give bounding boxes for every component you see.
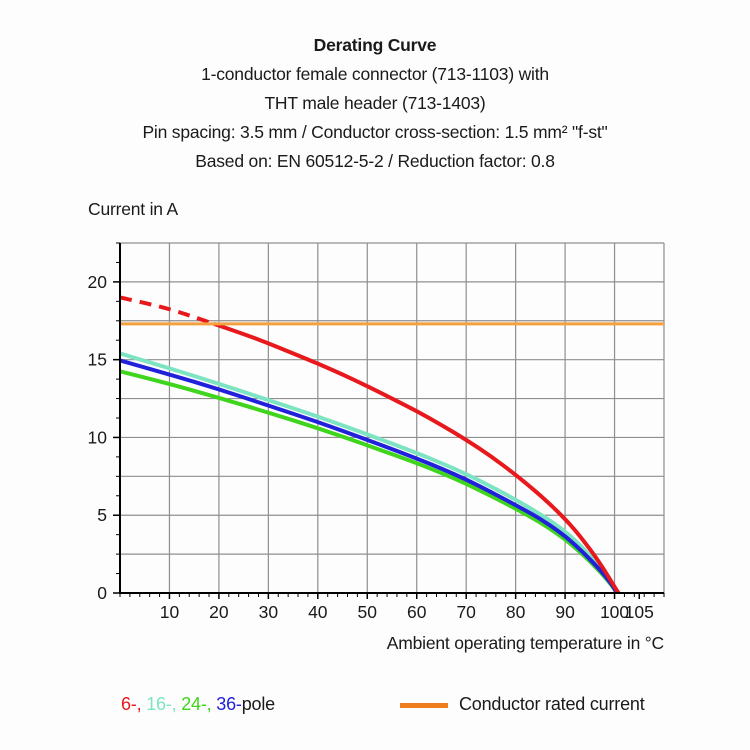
- x-tick-label: 100: [600, 602, 629, 622]
- x-tick-label: 90: [555, 602, 575, 622]
- x-tick-label: 30: [259, 602, 279, 622]
- x-tick-label: 10: [160, 602, 180, 622]
- y-tick-label: 15: [88, 350, 107, 370]
- rated-current-label: Conductor rated current: [459, 694, 645, 714]
- x-tick-label: 105: [625, 602, 654, 622]
- y-tick-label: 10: [88, 427, 108, 447]
- x-tick-label: 70: [456, 602, 476, 622]
- legend-pole-part: 24-,: [181, 694, 217, 714]
- legend-pole-part: 6-,: [121, 694, 147, 714]
- chart-title-block: Derating Curve 1-conductor female connec…: [0, 31, 750, 176]
- chart-subtitle-header: THT male header (713-1403): [264, 93, 486, 113]
- legend-row: 6-, 16-, 24-, 36-pole Conductor rated cu…: [0, 691, 750, 725]
- chart-subtitle-spec: Pin spacing: 3.5 mm / Conductor cross-se…: [142, 122, 608, 142]
- legend-pole-labels: 6-, 16-, 24-, 36-pole: [121, 694, 275, 715]
- x-tick-label: 20: [209, 602, 229, 622]
- x-tick-label: 60: [407, 602, 427, 622]
- y-tick-label: 5: [97, 505, 107, 525]
- y-tick-label: 0: [97, 583, 107, 603]
- chart-subtitle-connector: 1-conductor female connector (713-1103) …: [201, 64, 549, 84]
- legend-pole-part: pole: [241, 694, 275, 714]
- legend-pole-part: 16-,: [146, 694, 182, 714]
- series-16-pole: [119, 351, 619, 594]
- x-tick-label: 40: [308, 602, 328, 622]
- chart-subtitle-standard: Based on: EN 60512-5-2 / Reduction facto…: [195, 151, 555, 171]
- x-tick-label: 50: [358, 602, 378, 622]
- series-24-pole: [119, 369, 619, 594]
- chart-title: Derating Curve: [313, 35, 437, 55]
- y-tick-label: 20: [88, 272, 108, 292]
- y-axis-title: Current in A: [88, 199, 179, 219]
- x-tick-label: 80: [506, 602, 526, 622]
- legend-pole-part: 36-: [216, 694, 242, 714]
- series-6-pole: [119, 295, 621, 595]
- legend-rated-current: Conductor rated current: [400, 691, 645, 717]
- axis-ticks: [113, 242, 665, 599]
- x-axis-title: Ambient operating temperature in °C: [386, 633, 664, 653]
- rated-current-line-swatch: [400, 703, 448, 708]
- series-36-pole: [119, 358, 619, 594]
